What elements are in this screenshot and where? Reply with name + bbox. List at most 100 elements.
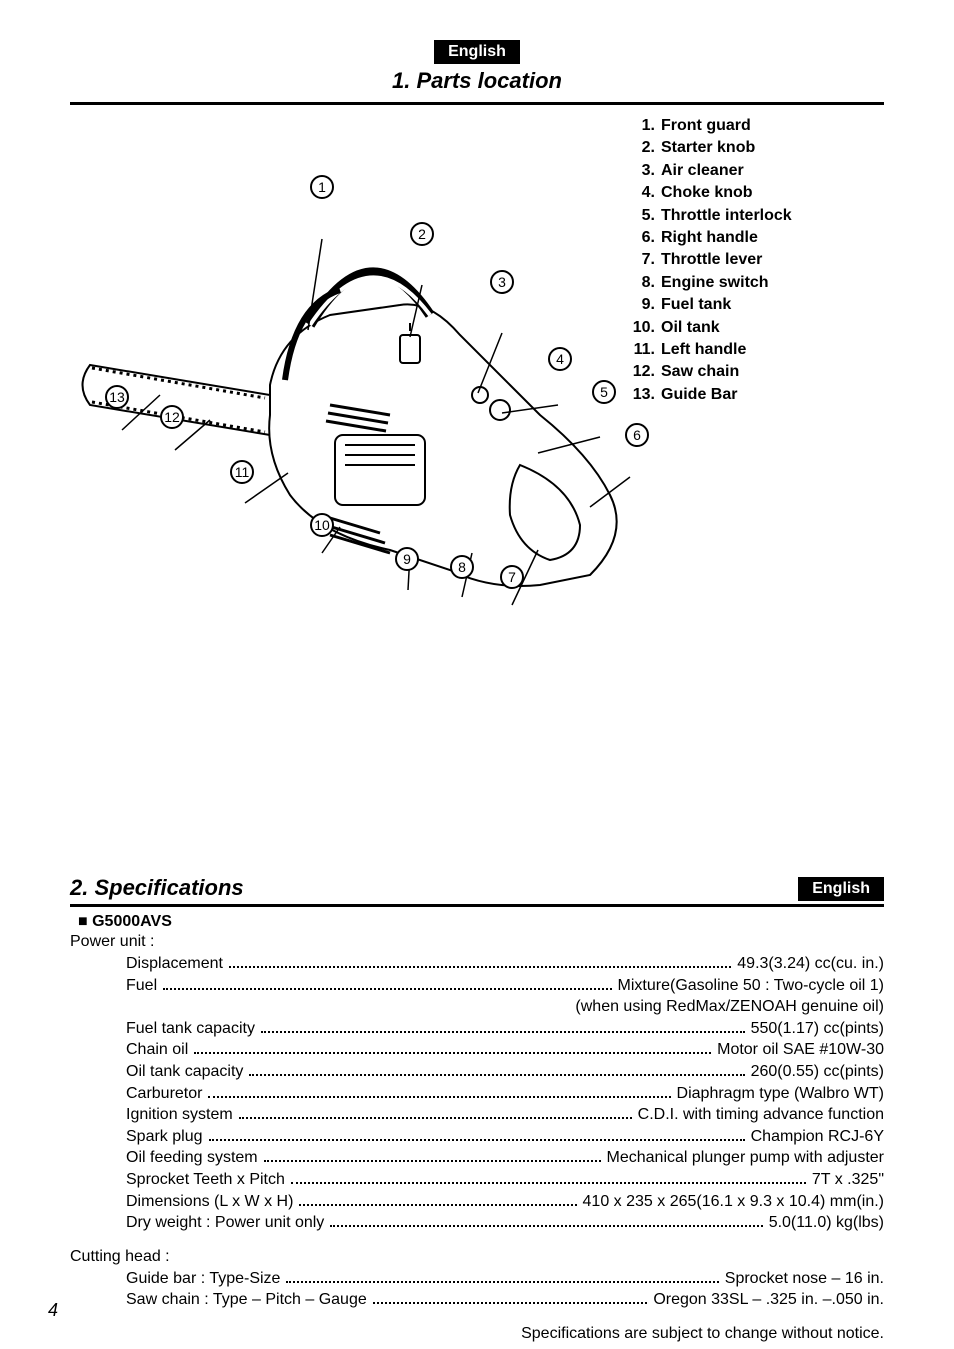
spec-label: Displacement — [126, 953, 223, 975]
spec-label: Dimensions (L x W x H) — [126, 1191, 293, 1213]
spec-row: Spark plugChampion RCJ-6Y — [126, 1126, 884, 1148]
spec-row: Oil feeding system Mechanical plunger pum… — [126, 1147, 884, 1169]
spec-label: Fuel tank capacity — [126, 1018, 255, 1040]
leader-dots — [209, 1139, 745, 1141]
spec-value: Motor oil SAE #10W-30 — [717, 1039, 884, 1061]
spec-row: Fuel tank capacity 550(1.17) cc(pints) — [126, 1018, 884, 1040]
leader-dots — [291, 1182, 806, 1184]
header-block: English 1. Parts location — [70, 40, 884, 94]
chainsaw-diagram — [70, 155, 670, 635]
leader-dots — [249, 1074, 744, 1076]
spec-label: Guide bar : Type-Size — [126, 1268, 280, 1290]
spec-value: 7T x .325" — [812, 1169, 884, 1191]
spec-row: (when using RedMax/ZENOAH genuine oil) — [126, 996, 884, 1018]
parts-item-label: Engine switch — [661, 272, 769, 294]
section-title-specs: 2. Specifications — [70, 875, 244, 901]
leader-dots — [239, 1117, 632, 1119]
spec-label: Oil tank capacity — [126, 1061, 243, 1083]
spec-value: Champion RCJ-6Y — [751, 1126, 884, 1148]
spec-row: Ignition system C.D.I. with timing advanc… — [126, 1104, 884, 1126]
spec-row: Guide bar : Type-Size Sprocket nose – 16 … — [126, 1268, 884, 1290]
power-unit-spec-list: Displacement 49.3(3.24) cc(cu. in.) Fuel Mi… — [126, 953, 884, 1234]
spec-value: Oregon 33SL – .325 in. –.050 in. — [653, 1289, 884, 1311]
cutting-head-spec-list: Guide bar : Type-Size Sprocket nose – 16 … — [126, 1268, 884, 1311]
parts-area: 1.Front guard2.Starter knob3.Air cleaner… — [70, 115, 884, 635]
spec-value: Diaphragm type (Walbro WT) — [677, 1083, 884, 1105]
spec-label: Carburetor — [126, 1083, 202, 1105]
spec-value: (when using RedMax/ZENOAH genuine oil) — [575, 998, 884, 1015]
spec-value: Mixture(Gasoline 50 : Two-cycle oil 1) — [618, 975, 884, 997]
spec-row: Oil tank capacity 260(0.55) cc(pints) — [126, 1061, 884, 1083]
spec-value: Mechanical plunger pump with adjuster — [607, 1147, 884, 1169]
spec-label: Ignition system — [126, 1104, 233, 1126]
spec-row: Chain oil Motor oil SAE #10W-30 — [126, 1039, 884, 1061]
language-badge-right: English — [798, 877, 884, 901]
spec-value: C.D.I. with timing advance function — [638, 1104, 884, 1126]
power-unit-label: Power unit : — [70, 933, 884, 951]
model-name: G5000AVS — [78, 913, 884, 931]
parts-item-label: Air cleaner — [661, 160, 744, 182]
spec-value: 260(0.55) cc(pints) — [751, 1061, 884, 1083]
spec-row: Sprocket Teeth x Pitch 7T x .325" — [126, 1169, 884, 1191]
spec-row: Carburetor Diaphragm type (Walbro WT) — [126, 1083, 884, 1105]
spec-row: Dry weight : Power unit only 5.0(11.0) kg… — [126, 1212, 884, 1234]
spec-row: Fuel Mixture(Gasoline 50 : Two-cycle oil … — [126, 975, 884, 997]
diagram-callout: 12 — [160, 405, 184, 429]
divider-spec — [70, 904, 884, 907]
diagram-callout: 6 — [625, 423, 649, 447]
diagram-callout: 5 — [592, 380, 616, 404]
spec-value: 410 x 235 x 265(16.1 x 9.3 x 10.4) mm(in… — [583, 1191, 884, 1213]
parts-item-label: Throttle interlock — [661, 205, 792, 227]
parts-item-label: Guide Bar — [661, 384, 737, 406]
spec-value: 5.0(11.0) kg(lbs) — [769, 1212, 884, 1234]
diagram-callout: 7 — [500, 565, 524, 589]
diagram-callout: 1 — [310, 175, 334, 199]
leader-dots — [163, 988, 611, 990]
diagram-callout: 11 — [230, 460, 254, 484]
spec-value: Sprocket nose – 16 in. — [725, 1268, 884, 1290]
language-badge-top: English — [434, 40, 520, 64]
spec-value: 49.3(3.24) cc(cu. in.) — [737, 953, 884, 975]
leader-dots — [208, 1096, 670, 1098]
spec-label: Saw chain : Type – Pitch – Gauge — [126, 1289, 367, 1311]
parts-item-label: Saw chain — [661, 361, 739, 383]
parts-list-item: 1. Front guard — [625, 115, 792, 137]
leader-dots — [330, 1225, 762, 1227]
leader-dots — [286, 1281, 718, 1283]
parts-item-label: Starter knob — [661, 137, 755, 159]
diagram-callout: 9 — [395, 547, 419, 571]
spec-row: Displacement 49.3(3.24) cc(cu. in.) — [126, 953, 884, 975]
divider-top — [70, 102, 884, 105]
parts-item-number: 1. — [625, 115, 655, 137]
leader-dots — [299, 1204, 576, 1206]
parts-item-label: Right handle — [661, 227, 758, 249]
parts-item-label: Fuel tank — [661, 294, 731, 316]
leader-dots — [229, 966, 731, 968]
parts-item-label: Left handle — [661, 339, 746, 361]
parts-item-label: Throttle lever — [661, 249, 762, 271]
spec-label: Chain oil — [126, 1039, 188, 1061]
spec-label: Oil feeding system — [126, 1147, 258, 1169]
spec-label: Dry weight : Power unit only — [126, 1212, 324, 1234]
page: English 1. Parts location 1. Front guard 2… — [0, 0, 954, 1349]
diagram-callout: 10 — [310, 513, 334, 537]
parts-item-label: Front guard — [661, 115, 751, 137]
leader-dots — [261, 1031, 745, 1033]
leader-dots — [264, 1160, 601, 1162]
parts-item-label: Choke knob — [661, 182, 753, 204]
diagram-callout: 4 — [548, 347, 572, 371]
cutting-head-label: Cutting head : — [70, 1248, 884, 1266]
section-title-parts: 1. Parts location — [70, 68, 884, 94]
leader-dots — [373, 1302, 648, 1304]
spec-label: Sprocket Teeth x Pitch — [126, 1169, 285, 1191]
diagram-callout: 2 — [410, 222, 434, 246]
spec-header: 2. Specifications English — [70, 875, 884, 901]
leader-dots — [194, 1052, 711, 1054]
spec-footnote: Specifications are subject to change wit… — [70, 1325, 884, 1343]
spec-value: 550(1.17) cc(pints) — [751, 1018, 884, 1040]
spec-row: Saw chain : Type – Pitch – Gauge Oregon 3… — [126, 1289, 884, 1311]
diagram-callout: 13 — [105, 385, 129, 409]
spec-label: Fuel — [126, 975, 157, 997]
page-number: 4 — [48, 1300, 58, 1321]
diagram-callout: 8 — [450, 555, 474, 579]
